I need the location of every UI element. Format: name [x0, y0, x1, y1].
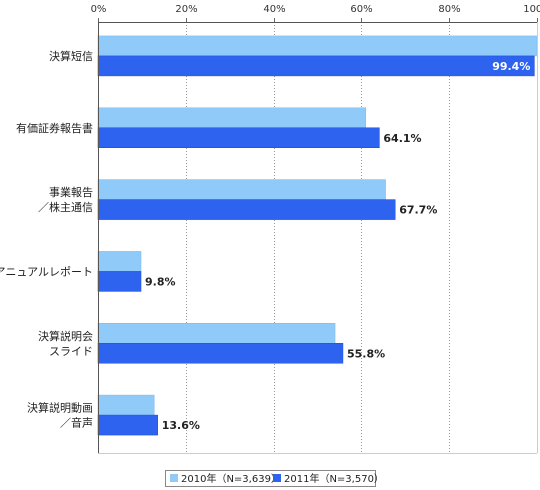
- data-label: 64.1%: [383, 132, 421, 145]
- bar-2011: [97, 414, 158, 436]
- x-tick-label: 20%: [175, 4, 197, 15]
- bar-2011: [97, 343, 344, 364]
- legend-swatch-2011: [273, 474, 281, 482]
- category-label: 有価証券報告書: [16, 121, 93, 135]
- bar-2011: [97, 127, 380, 148]
- category-labels: 決算短信有価証券報告書事業報告／株主通信アニュアルレポート決算説明会スライド決算…: [0, 49, 93, 430]
- legend-label-2011: 2011年（N=3,570）: [284, 472, 384, 485]
- bar-2010: [97, 323, 336, 344]
- bar-2010: [97, 251, 142, 272]
- x-tick-label: 100%: [523, 4, 540, 15]
- x-tick-label: 60%: [350, 4, 372, 15]
- legend-swatch-2010: [170, 474, 178, 482]
- legend-box: [165, 470, 376, 487]
- legend-label-2010: 2010年（N=3,639）: [181, 472, 281, 485]
- legend: 2010年（N=3,639） 2011年（N=3,570）: [165, 470, 384, 487]
- category-label: 決算説明動画: [27, 401, 93, 415]
- data-label: 99.4%: [492, 60, 530, 73]
- data-label: 55.8%: [347, 347, 385, 360]
- data-label: 67.7%: [399, 204, 437, 217]
- bar-2011: [97, 55, 535, 77]
- data-label: 9.8%: [145, 275, 176, 288]
- data-label: 13.6%: [162, 419, 200, 432]
- bar-2010: [97, 35, 538, 57]
- gridlines: [186, 22, 450, 453]
- axes: [98, 22, 538, 454]
- bar-2010: [97, 179, 386, 200]
- category-label: ／音声: [60, 416, 93, 430]
- category-label: 決算短信: [49, 49, 93, 63]
- category-label: スライド: [49, 345, 93, 358]
- category-label: 事業報告: [49, 186, 93, 199]
- x-tick-label: 0%: [91, 4, 107, 15]
- category-label: 決算説明会: [38, 329, 93, 343]
- bar-2010: [97, 394, 155, 416]
- category-label: ／株主通信: [38, 200, 93, 214]
- data-labels: 99.4% 64.1% 67.7% 9.8% 55.8% 13.6%: [145, 60, 530, 432]
- x-tick-label: 80%: [438, 4, 460, 15]
- category-label: アニュアルレポート: [0, 265, 93, 278]
- x-axis-ticks: 0% 20% 40% 60% 80% 100%: [91, 4, 540, 22]
- bars: [97, 35, 538, 436]
- x-tick-label: 40%: [263, 4, 285, 15]
- bar-2011: [97, 199, 396, 220]
- bar-2011: [97, 271, 142, 292]
- bar-2010: [97, 107, 367, 128]
